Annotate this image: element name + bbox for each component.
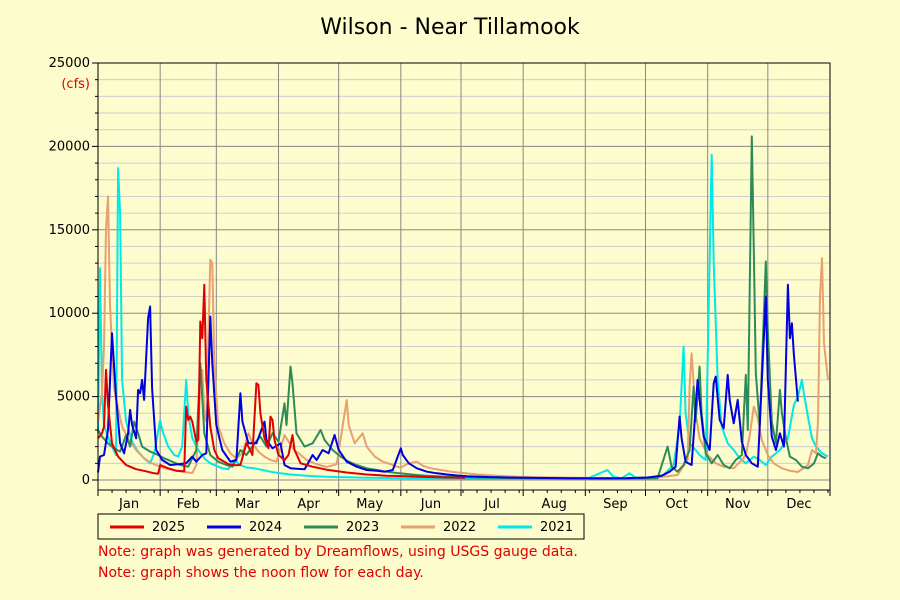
legend: 2025 2024 2023 2022 2021 [110,520,573,535]
x-tick-label: Mar [235,497,260,512]
legend-label-2024: 2024 [249,520,282,535]
x-tick-label: May [356,497,383,512]
x-tick-label: Apr [297,497,320,512]
series-line-2022 [97,195,829,480]
y-tick-label: 20000 [49,139,90,154]
note-data-source: Note: graph was generated by Dreamflows,… [98,544,578,560]
x-tick-label: Dec [786,497,811,512]
plot-frame [97,62,831,491]
series-line-2024 [97,283,799,480]
axes: 0 5000 10000 15000 20000 25000 Jan Feb Mar Apr May… [49,56,831,512]
y-tick-label: 25000 [49,56,90,71]
x-tick-label: Jun [420,497,441,512]
x-tick-label: Jul [483,497,500,512]
note-noon-flow: Note: graph shows the noon flow for each… [98,565,424,581]
y-tick-label: 5000 [57,390,90,405]
legend-label-2021: 2021 [540,520,573,535]
y-tick-label: 15000 [49,223,90,238]
x-tick-label: Oct [665,497,687,512]
x-tick-label: Jan [118,497,139,512]
legend-label-2022: 2022 [443,520,476,535]
y-axis-unit-label: (cfs) [61,77,90,92]
x-tick-label: Nov [725,497,751,512]
series-layer [97,135,829,480]
legend-label-2025: 2025 [152,520,185,535]
y-tick-label: 10000 [49,306,90,321]
series-line-2025 [97,283,466,479]
x-tick-label: Feb [177,497,200,512]
x-tick-label: Aug [542,497,567,512]
chart-title: Wilson - Near Tillamook [320,15,580,40]
y-tick-label: 0 [82,473,90,488]
x-tick-label: Sep [603,497,628,512]
legend-label-2023: 2023 [346,520,379,535]
series-line-2021 [97,153,829,480]
